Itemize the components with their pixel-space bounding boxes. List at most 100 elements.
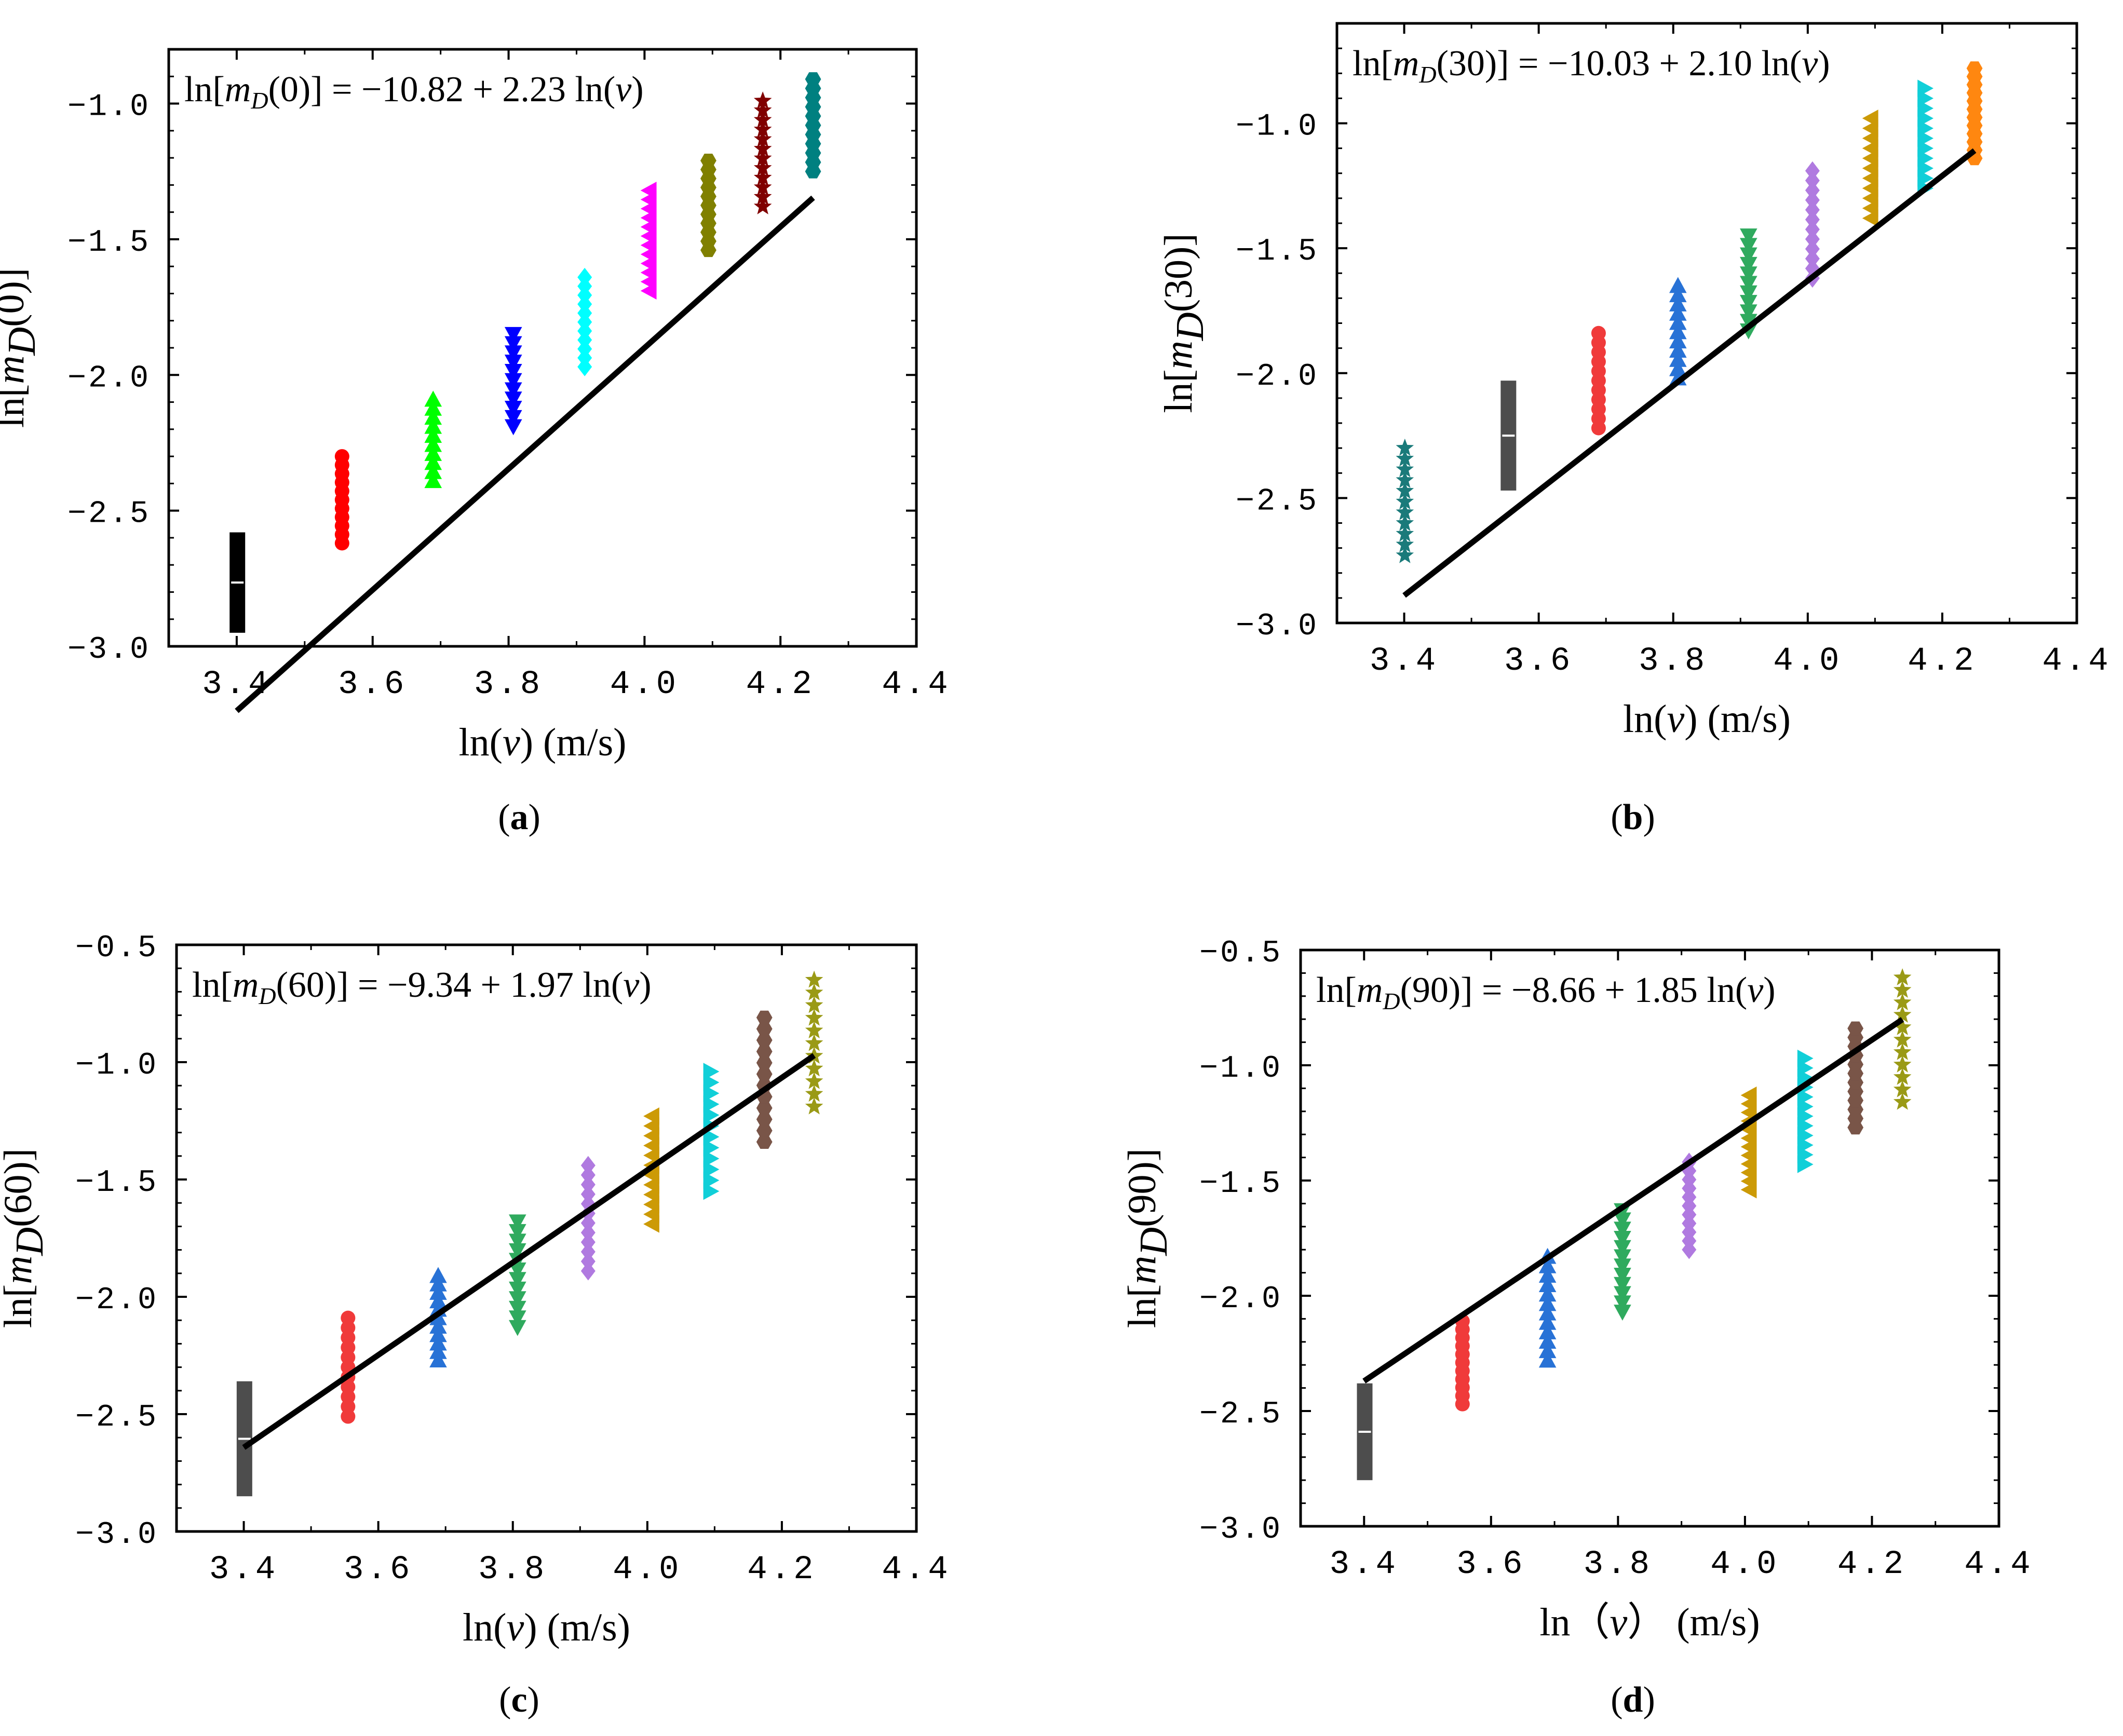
data-point xyxy=(1614,1286,1631,1303)
x-tick-label: 4.0 xyxy=(613,1551,682,1589)
data-point xyxy=(1669,304,1687,321)
data-point xyxy=(1614,1212,1631,1229)
data-point xyxy=(429,1326,447,1342)
data-point xyxy=(504,327,522,343)
data-point xyxy=(508,1281,526,1298)
data-point xyxy=(1614,1222,1631,1238)
data-point xyxy=(753,168,772,186)
data-point xyxy=(1740,256,1757,273)
data-point xyxy=(1740,266,1757,283)
x-axis-label: ln（v） (m/s) xyxy=(1539,1601,1760,1644)
fit-equation: ln[mD(0)] = −10.82 + 2.23 ln(v) xyxy=(184,70,644,114)
data-point xyxy=(1847,1021,1864,1036)
y-tick-label: −1.0 xyxy=(1236,110,1319,145)
series-3 xyxy=(1591,326,1606,436)
data-point xyxy=(429,1267,447,1283)
data-point xyxy=(1396,492,1414,510)
y-tick-label: −3.0 xyxy=(67,632,151,668)
data-point xyxy=(424,436,442,452)
y-tick-label: −3.0 xyxy=(75,1517,158,1553)
data-point xyxy=(508,1272,526,1289)
data-point xyxy=(1591,326,1606,341)
data-point xyxy=(1669,295,1687,311)
x-tick-label: 3.8 xyxy=(1584,1546,1653,1583)
x-tick-label: 3.4 xyxy=(1330,1546,1399,1583)
fit-line xyxy=(235,195,815,713)
fit-line xyxy=(1362,1017,1904,1384)
series-5 xyxy=(580,1156,596,1281)
data-point xyxy=(753,158,772,176)
data-point xyxy=(508,1224,526,1240)
data-point xyxy=(1740,314,1757,330)
fit-equation: ln[mD(90)] = −8.66 + 1.85 ln(v) xyxy=(1316,970,1776,1014)
data-point xyxy=(1740,247,1757,264)
data-point xyxy=(577,267,592,287)
data-point xyxy=(1893,1080,1912,1097)
data-point xyxy=(805,1084,823,1102)
data-point xyxy=(504,401,522,417)
data-point xyxy=(1396,535,1414,553)
data-point xyxy=(640,182,657,199)
data-point xyxy=(1538,1267,1557,1283)
data-point xyxy=(504,391,522,408)
data-point xyxy=(508,1320,526,1336)
data-point xyxy=(424,390,442,407)
data-point xyxy=(1538,1304,1557,1321)
data-point xyxy=(424,454,442,470)
data-point xyxy=(756,1022,773,1036)
data-point xyxy=(1893,1092,1912,1110)
x-tick-label: 3.6 xyxy=(338,666,407,703)
data-point xyxy=(1538,1323,1557,1339)
data-point xyxy=(1805,200,1820,220)
series-4 xyxy=(508,1214,526,1336)
data-point xyxy=(703,1063,720,1080)
y-axis-label: ln[mD(90)] xyxy=(1120,1148,1175,1328)
data-point xyxy=(753,178,772,195)
data-point xyxy=(805,1059,823,1077)
data-point xyxy=(756,1067,773,1081)
data-point xyxy=(429,1275,447,1292)
x-tick-label: 4.4 xyxy=(1964,1546,2033,1583)
x-tick-label: 4.0 xyxy=(1710,1546,1779,1583)
data-point xyxy=(805,1097,823,1115)
data-point xyxy=(756,1112,773,1127)
x-tick-label: 3.6 xyxy=(1504,643,1573,680)
data-point xyxy=(1740,238,1757,254)
data-point xyxy=(1805,229,1820,249)
x-tick-label: 3.8 xyxy=(474,666,543,703)
data-point xyxy=(1805,161,1820,181)
data-point xyxy=(508,1262,526,1279)
data-point xyxy=(1893,1030,1912,1048)
x-tick-label: 3.6 xyxy=(1456,1546,1525,1583)
x-tick-label: 4.4 xyxy=(882,1551,951,1589)
data-point xyxy=(1740,228,1757,245)
data-point xyxy=(756,1135,773,1149)
data-point xyxy=(1614,1249,1631,1266)
data-point xyxy=(580,1252,596,1271)
data-point xyxy=(805,1034,823,1051)
series-4 xyxy=(1614,1203,1631,1321)
data-point xyxy=(580,1242,596,1262)
data-point xyxy=(1614,1305,1631,1321)
y-tick-label: −1.5 xyxy=(67,225,151,261)
series-2 xyxy=(1500,381,1517,491)
data-point xyxy=(753,187,772,205)
data-point xyxy=(1740,285,1757,302)
series-6 xyxy=(643,1107,659,1233)
series-3 xyxy=(1538,1247,1557,1368)
x-tick-label: 4.4 xyxy=(2042,643,2111,680)
data-point xyxy=(508,1233,526,1250)
data-point xyxy=(1740,295,1757,311)
data-point xyxy=(1669,342,1687,358)
data-point xyxy=(756,1123,773,1138)
data-point xyxy=(1669,286,1687,303)
data-point xyxy=(1893,981,1912,998)
x-tick-label: 3.4 xyxy=(1370,643,1439,680)
y-tick-label: −3.0 xyxy=(1236,609,1319,644)
data-point xyxy=(753,149,772,167)
data-point xyxy=(1893,1067,1912,1085)
data-point xyxy=(1538,1257,1557,1273)
data-point xyxy=(508,1300,526,1317)
data-point xyxy=(1538,1285,1557,1302)
